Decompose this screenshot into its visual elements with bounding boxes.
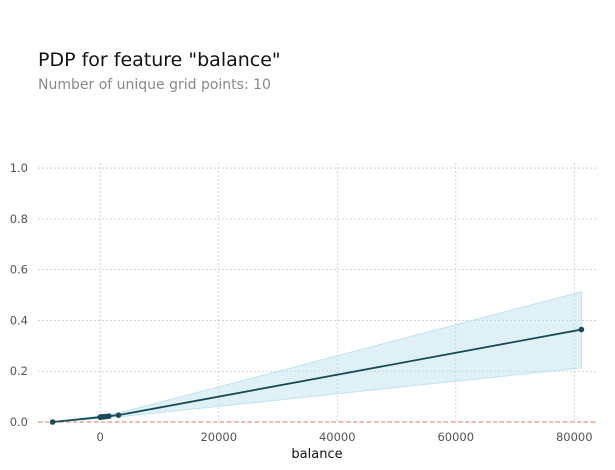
- y-tick-label: 0.4: [10, 313, 28, 327]
- tick-label-layer: 0.0 0.2 0.4 0.6 0.8 1.0 0 20000 40000 60000 80000: [10, 161, 593, 444]
- x-tick-label: 60000: [437, 430, 474, 444]
- y-tick-label: 1.0: [10, 161, 28, 175]
- pdp-point: [115, 412, 122, 418]
- pdp-point: [578, 326, 585, 333]
- chart-header: PDP for feature "balance" Number of uniq…: [38, 48, 281, 94]
- y-tick-label: 0.8: [10, 212, 28, 226]
- x-tick-label: 80000: [556, 430, 593, 444]
- x-tick-label: 20000: [200, 430, 237, 444]
- x-tick-label: 40000: [319, 430, 356, 444]
- chart-title: PDP for feature "balance": [38, 49, 281, 71]
- pdp-point: [49, 419, 56, 425]
- x-tick-label: 0: [97, 430, 104, 444]
- pdp-points-layer: [49, 326, 585, 425]
- pdp-point: [106, 413, 112, 419]
- chart-subtitle: Number of unique grid points: 10: [38, 77, 271, 93]
- x-axis-label: balance: [291, 447, 342, 462]
- y-tick-label: 0.2: [10, 364, 28, 378]
- y-tick-label: 0.6: [10, 263, 28, 277]
- y-tick-label: 0.0: [10, 415, 28, 429]
- confidence-band-layer: [52, 291, 582, 423]
- confidence-band: [52, 291, 582, 423]
